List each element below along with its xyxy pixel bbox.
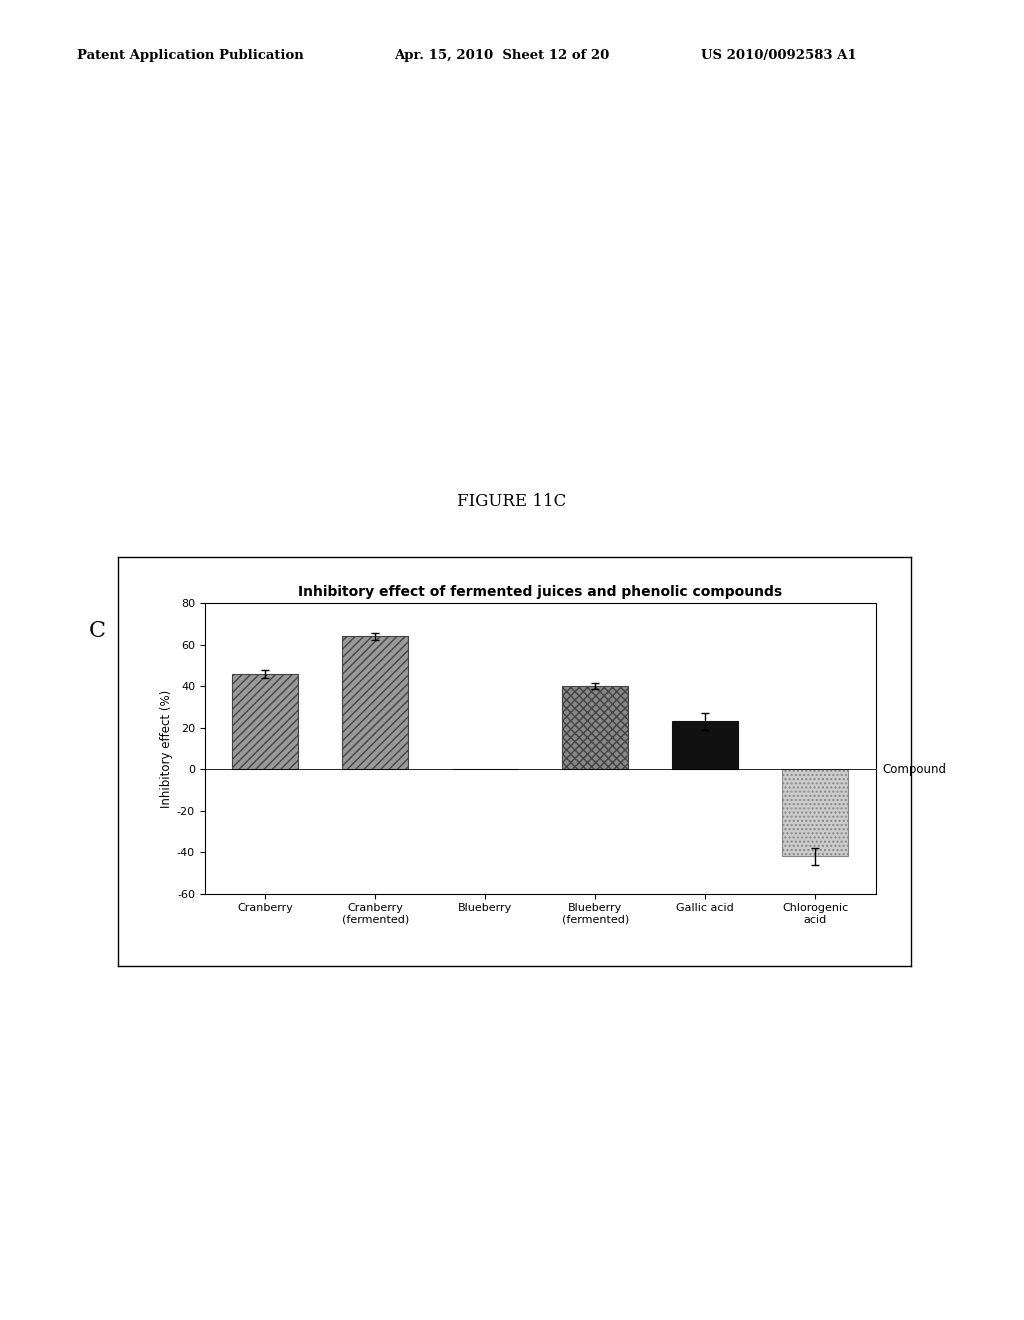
Text: US 2010/0092583 A1: US 2010/0092583 A1	[701, 49, 857, 62]
Y-axis label: Inhibitory effect (%): Inhibitory effect (%)	[160, 689, 173, 808]
Bar	[232, 673, 298, 770]
Title: Inhibitory effect of fermented juices and phenolic compounds: Inhibitory effect of fermented juices an…	[298, 585, 782, 599]
Bar	[342, 636, 409, 770]
Text: Patent Application Publication: Patent Application Publication	[77, 49, 303, 62]
Text: Compound: Compound	[883, 763, 946, 776]
Text: C: C	[89, 619, 106, 642]
Text: FIGURE 11C: FIGURE 11C	[458, 492, 566, 510]
Text: Apr. 15, 2010  Sheet 12 of 20: Apr. 15, 2010 Sheet 12 of 20	[394, 49, 609, 62]
Bar	[562, 686, 628, 770]
Bar	[782, 770, 848, 857]
Bar	[672, 722, 738, 770]
